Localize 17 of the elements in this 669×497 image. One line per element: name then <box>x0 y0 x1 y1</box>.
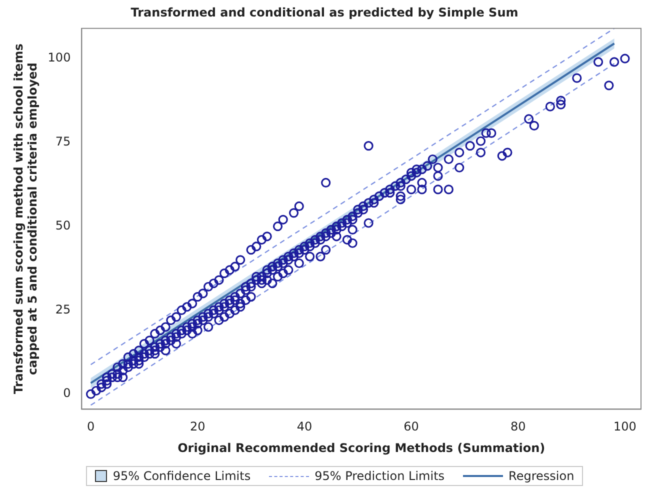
x-tick-label: 80 <box>510 420 526 434</box>
legend-label: 95% Confidence Limits <box>112 469 251 483</box>
y-tick-label: 100 <box>48 50 71 65</box>
x-tick-label: 100 <box>614 420 636 434</box>
x-tick-label: 40 <box>296 420 312 434</box>
x-tick-label: 0 <box>86 420 95 434</box>
x-axis-title: Original Recommended Scoring Methods (Summation) <box>178 440 546 455</box>
x-tick-label: 20 <box>190 420 206 434</box>
x-tick-label: 60 <box>404 420 419 434</box>
y-axis-title: Transformed sum scoring method with school items capped at 5 and conditional criteria employed <box>11 44 40 394</box>
y-tick-label: 50 <box>55 218 71 232</box>
chart-title: Transformed and conditional as predicted by Simple Sum <box>130 5 518 20</box>
legend-label: Regression <box>508 469 574 483</box>
legend-label: 95% Prediction Limits <box>314 469 445 483</box>
y-tick-label: 75 <box>55 134 71 149</box>
y-tick-label: 25 <box>55 302 71 316</box>
y-tick-label: 0 <box>63 386 71 400</box>
